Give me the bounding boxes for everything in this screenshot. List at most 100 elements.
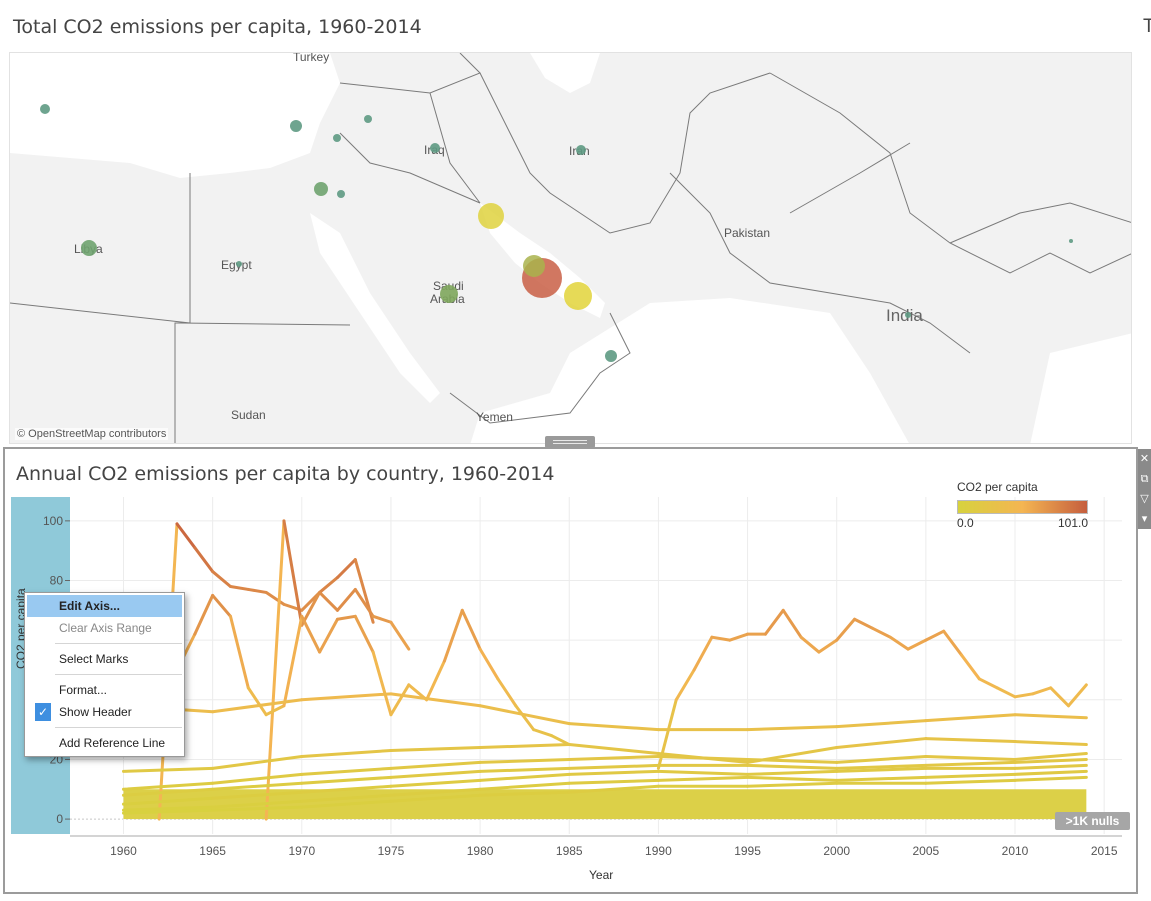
series-line-segment <box>746 763 839 770</box>
series-line-segment <box>193 593 215 636</box>
series-line-segment <box>888 635 910 651</box>
series-line-segment <box>300 766 393 776</box>
series-line-segment <box>746 769 839 776</box>
series-line-segment <box>924 760 1017 767</box>
map-mark[interactable] <box>576 145 586 155</box>
series-line-segment <box>710 635 732 642</box>
menu-item-label: Show Header <box>59 705 132 719</box>
series-line-segment <box>318 590 339 612</box>
series-line-segment <box>389 746 482 752</box>
map-credit[interactable]: © OpenStreetMap contributors <box>15 428 169 440</box>
map-svg: Turkey Iraq Iran Libya Egypt Pakistan Sa… <box>10 53 1131 443</box>
y-tick-label: 80 <box>50 574 64 588</box>
series-line-segment <box>746 757 839 764</box>
filter-icon[interactable]: ▽ <box>1140 493 1149 505</box>
map-marks[interactable] <box>40 104 1073 362</box>
menu-item-label: Clear Axis Range <box>59 621 152 635</box>
x-tick-label: 1980 <box>467 844 494 858</box>
x-axis-label[interactable]: Year <box>589 868 613 882</box>
map-mark[interactable] <box>430 143 440 153</box>
x-tick-label: 1960 <box>110 844 137 858</box>
map-mark[interactable] <box>905 312 911 318</box>
nulls-badge[interactable]: >1K nulls <box>1055 812 1130 830</box>
map-mark[interactable] <box>314 182 328 196</box>
series-line-segment <box>1013 763 1088 770</box>
map-mark[interactable] <box>523 255 545 277</box>
chart-lines[interactable] <box>121 519 1088 821</box>
menu-separator <box>55 674 182 675</box>
series-line-segment <box>478 772 571 782</box>
map-mark[interactable] <box>236 261 242 267</box>
series-line-segment <box>211 781 304 791</box>
menu-separator <box>55 727 182 728</box>
map-mark[interactable] <box>40 104 50 114</box>
menu-item-select-marks[interactable]: Select Marks <box>25 648 184 670</box>
series-line-segment <box>211 593 232 618</box>
chart-view[interactable]: Annual CO2 emissions per capita by count… <box>3 447 1138 894</box>
series-line-segment <box>478 647 500 681</box>
series-line-segment <box>228 614 250 690</box>
chart-svg[interactable]: 020406080100 196019651970197519801985199… <box>5 449 1136 892</box>
border-line <box>10 302 191 324</box>
series-line-segment <box>300 784 393 794</box>
series-line-segment <box>389 692 482 708</box>
series-line-segment <box>960 653 981 681</box>
close-icon[interactable]: ✕ <box>1139 453 1150 465</box>
more-icon[interactable]: ▾ <box>1141 513 1148 525</box>
x-tick-label: 2005 <box>913 844 940 858</box>
menu-item-show-header[interactable]: ✓ Show Header <box>25 701 184 723</box>
series-line-segment <box>549 734 571 747</box>
map-mark[interactable] <box>1069 239 1073 243</box>
series-line-segment <box>300 692 393 702</box>
series-line-segment <box>211 754 304 770</box>
series-line-segment <box>674 668 696 702</box>
series-line-segment <box>1049 686 1071 708</box>
series-line-segment <box>942 629 964 657</box>
map-mark[interactable] <box>564 282 592 310</box>
menu-item-label: Select Marks <box>59 652 129 666</box>
edit-icon[interactable]: ⧉ <box>1140 473 1149 485</box>
menu-item-clear-axis-range[interactable]: Clear Axis Range <box>25 617 184 639</box>
map-view[interactable]: Turkey Iraq Iran Libya Egypt Pakistan Sa… <box>9 52 1132 444</box>
menu-item-edit-axis[interactable]: Edit Axis... <box>27 595 182 617</box>
map-mark[interactable] <box>364 115 372 123</box>
pane-splitter[interactable] <box>545 436 595 448</box>
map-mark[interactable] <box>478 203 504 229</box>
series-line-segment <box>264 590 286 606</box>
border-line <box>179 322 351 326</box>
border-line <box>789 142 911 214</box>
color-legend[interactable]: CO2 per capita 0.0 101.0 <box>957 480 1097 530</box>
series-line-segment <box>175 522 197 550</box>
menu-item-format[interactable]: Format... <box>25 679 184 701</box>
series-line-segment <box>870 626 892 639</box>
series-line-segment <box>300 799 393 809</box>
series-line-segment <box>567 778 660 785</box>
x-tick-label: 1975 <box>378 844 405 858</box>
map-mark[interactable] <box>81 240 97 256</box>
map-mark[interactable] <box>440 285 458 303</box>
border-line <box>339 53 481 94</box>
series-line-segment <box>746 775 839 782</box>
series-line-segment <box>656 775 750 782</box>
series-line-segment <box>977 677 999 690</box>
x-axis-ticks[interactable]: 1960 1965 1970 1975 1980 1985 1990 1995 2000 2005… <box>110 844 1118 858</box>
map-title: Total CO2 emissions per capita, 1960-201… <box>13 16 422 38</box>
series-line-segment <box>193 546 215 574</box>
x-tick-label: 1985 <box>556 844 583 858</box>
series-line-segment <box>924 772 1017 779</box>
side-toolbar: ✕ ⧉ ▽ ▾ <box>1138 449 1151 529</box>
map-mark[interactable] <box>333 134 341 142</box>
series-line-segment <box>300 748 393 758</box>
series-line-segment <box>121 787 215 797</box>
menu-item-add-reference-line[interactable]: Add Reference Line <box>25 732 184 754</box>
series-line-segment <box>211 799 304 809</box>
series-line-segment <box>211 570 232 588</box>
series-line-segment <box>478 757 571 764</box>
map-mark[interactable] <box>337 190 345 198</box>
series-line-segment <box>1013 769 1088 776</box>
series-line-segment <box>924 754 1017 761</box>
map-mark[interactable] <box>605 350 617 362</box>
map-mark[interactable] <box>290 120 302 132</box>
x-tick-label: 2015 <box>1091 844 1118 858</box>
series-line-segment <box>567 722 660 732</box>
